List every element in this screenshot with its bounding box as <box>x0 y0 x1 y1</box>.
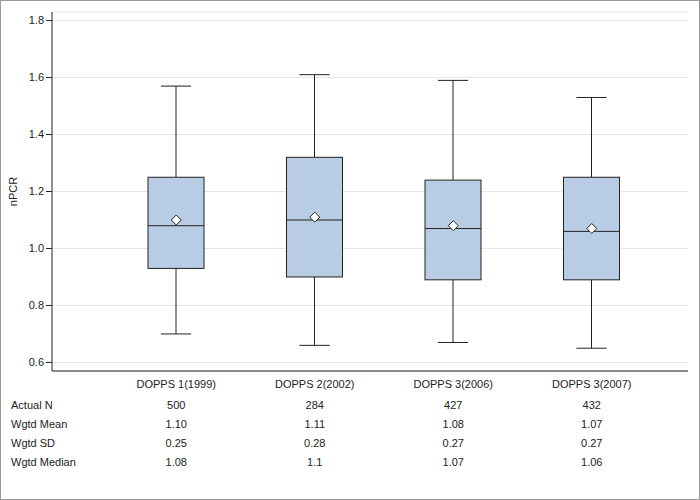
svg-text:1.8: 1.8 <box>29 14 44 26</box>
svg-text:DOPPS 2(2002): DOPPS 2(2002) <box>275 378 354 390</box>
svg-text:DOPPS 3(2007): DOPPS 3(2007) <box>552 378 631 390</box>
svg-text:0.28: 0.28 <box>304 437 325 449</box>
svg-text:DOPPS 1(1999): DOPPS 1(1999) <box>137 378 216 390</box>
svg-text:427: 427 <box>444 399 462 411</box>
svg-text:1.06: 1.06 <box>581 456 602 468</box>
svg-text:DOPPS 3(2006): DOPPS 3(2006) <box>414 378 493 390</box>
svg-text:Wgtd Median: Wgtd Median <box>11 456 76 468</box>
svg-text:0.27: 0.27 <box>581 437 602 449</box>
svg-text:Wgtd Mean: Wgtd Mean <box>11 418 67 430</box>
svg-text:1.2: 1.2 <box>29 185 44 197</box>
svg-text:Wgtd SD: Wgtd SD <box>11 437 55 449</box>
svg-text:1.11: 1.11 <box>304 418 325 430</box>
svg-text:1.10: 1.10 <box>166 418 187 430</box>
svg-text:1.08: 1.08 <box>166 456 187 468</box>
svg-text:1.0: 1.0 <box>29 242 44 254</box>
svg-text:1.4: 1.4 <box>29 128 44 140</box>
svg-text:0.25: 0.25 <box>166 437 187 449</box>
svg-text:500: 500 <box>167 399 185 411</box>
svg-text:nPCR: nPCR <box>8 177 19 206</box>
svg-text:Actual N: Actual N <box>11 399 53 411</box>
svg-text:0.8: 0.8 <box>29 299 44 311</box>
svg-text:432: 432 <box>583 399 601 411</box>
svg-text:284: 284 <box>306 399 324 411</box>
svg-text:1.07: 1.07 <box>581 418 602 430</box>
svg-text:1.08: 1.08 <box>443 418 464 430</box>
svg-text:0.27: 0.27 <box>443 437 464 449</box>
svg-text:1.1: 1.1 <box>307 456 322 468</box>
svg-text:0.6: 0.6 <box>29 356 44 368</box>
svg-text:1.6: 1.6 <box>29 71 44 83</box>
svg-text:1.07: 1.07 <box>443 456 464 468</box>
